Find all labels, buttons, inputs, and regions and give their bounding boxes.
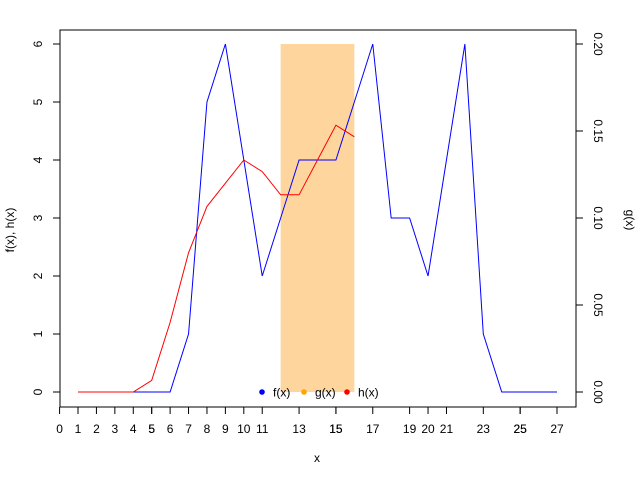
- y-left-tick-label: 6: [31, 40, 45, 47]
- y-axis-right: 0.00 0.05 0.10 0.15 0.20: [575, 32, 605, 404]
- legend-dot-gx: [301, 389, 307, 395]
- y-right-tick-label: 0.10: [591, 206, 605, 230]
- x-tick-label: 15: [329, 422, 343, 436]
- x-tick-label: 23: [477, 422, 491, 436]
- x-tick-label: 5: [148, 422, 155, 436]
- x-tick-label: 21: [440, 422, 454, 436]
- legend-label-gx: g(x): [315, 386, 336, 400]
- x-tick-label: 20: [421, 422, 435, 436]
- x-axis-title: x: [314, 451, 320, 465]
- x-tick-label: 1: [75, 422, 82, 436]
- x-tick-label: 7: [185, 422, 192, 436]
- x-tick-label: 4: [130, 422, 137, 436]
- x-tick-label: 27: [550, 422, 564, 436]
- g-series-bar: [280, 44, 355, 392]
- y-right-tick-label: 0.15: [591, 119, 605, 143]
- legend-label-hx: h(x): [358, 386, 379, 400]
- y-axis-left-title: f(x), h(x): [3, 208, 17, 253]
- y-left-tick-label: 3: [31, 214, 45, 221]
- x-tick-label: 13: [292, 422, 306, 436]
- y-left-tick-label: 4: [31, 156, 45, 163]
- x-tick-label: 2: [93, 422, 100, 436]
- y-right-tick-label: 0.20: [591, 32, 605, 56]
- x-tick-label: 3: [112, 422, 119, 436]
- y-axis-left: 0 1 2 3 4 5 6: [31, 40, 61, 395]
- legend: f(x) g(x) h(x): [259, 386, 379, 400]
- y-axis-right-title: g(x): [623, 210, 637, 231]
- x-tick-label: 15: [329, 422, 343, 436]
- x-tick-label: 19: [403, 422, 417, 436]
- x-axis: 0 1 2 3 4 5 6 7 8 9 10 11 13 15 17 19 20 21 23 25 275 15 25: [56, 406, 564, 436]
- x-tick-label: 9: [222, 422, 229, 436]
- legend-dot-fx: [259, 389, 265, 395]
- x-tick-label: 6: [167, 422, 174, 436]
- x-tick-label: 25: [513, 422, 527, 436]
- x-tick-label: 10: [237, 422, 251, 436]
- x-tick-label: 25: [513, 422, 527, 436]
- y-left-tick-label: 2: [31, 272, 45, 279]
- series-line-hx: [78, 124, 355, 393]
- line-series-layer: [78, 43, 557, 393]
- y-right-tick-label: 0.00: [591, 380, 605, 404]
- x-tick-label: 5: [148, 422, 155, 436]
- y-left-tick-label: 0: [31, 388, 45, 395]
- y-left-tick-label: 5: [31, 98, 45, 105]
- x-tick-label: 17: [366, 422, 380, 436]
- legend-label-fx: f(x): [273, 386, 290, 400]
- g-series-layer: [280, 44, 355, 392]
- legend-dot-hx: [344, 389, 350, 395]
- x-tick-label: 11: [256, 422, 269, 436]
- y-right-tick-label: 0.05: [591, 293, 605, 317]
- x-tick-label: 8: [204, 422, 211, 436]
- x-tick-label: 0: [56, 422, 63, 436]
- y-left-tick-label: 1: [31, 330, 45, 337]
